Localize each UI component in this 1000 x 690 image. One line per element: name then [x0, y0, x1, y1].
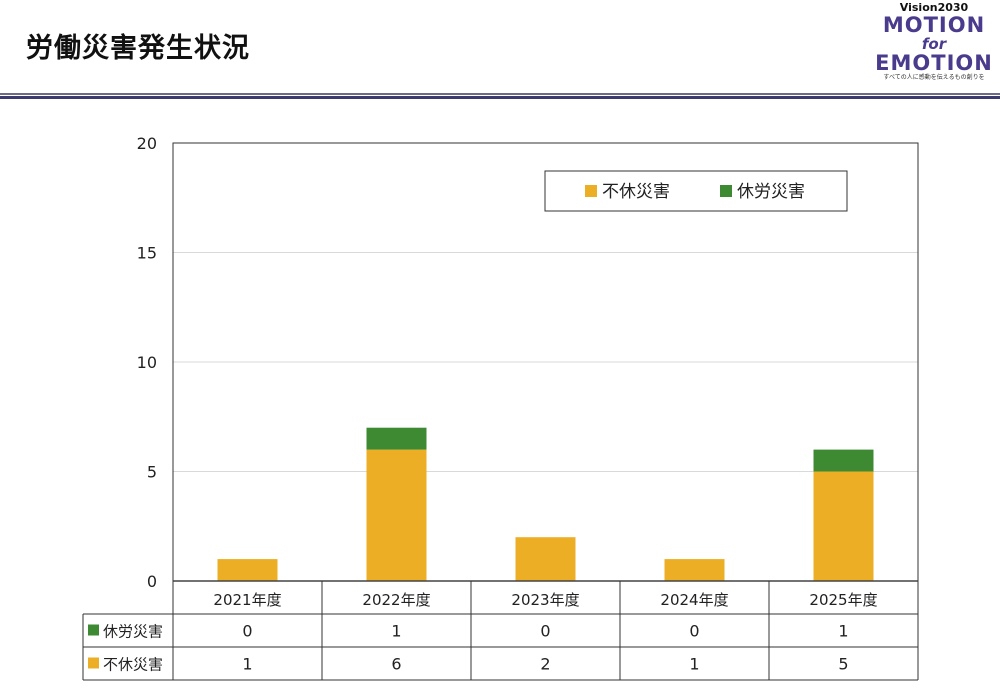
legend-swatch-1: [720, 185, 732, 197]
data-label: 1: [391, 622, 401, 641]
legend-label-1: 休労災害: [737, 182, 805, 202]
x-tick-label: 2022年度: [362, 591, 430, 609]
y-tick-label: 5: [147, 463, 157, 482]
data-label: 6: [391, 655, 401, 674]
bar-fukyu-2: [515, 537, 576, 581]
bar-fukyu-3: [664, 559, 725, 581]
data-label: 1: [689, 655, 699, 674]
logo-line-1: Vision2030: [899, 1, 969, 14]
bar-fukyu-0: [217, 559, 278, 581]
logo-line-3: for: [921, 35, 947, 53]
data-label: 1: [242, 655, 252, 674]
data-label: 0: [540, 622, 550, 641]
header-divider-thin: [0, 93, 1000, 95]
logo-line-4: EMOTION: [875, 51, 993, 75]
x-tick-label: 2021年度: [213, 591, 281, 609]
bar-kyuro-1: [366, 427, 427, 450]
data-label: 1: [838, 622, 848, 641]
legend-swatch-0: [585, 185, 597, 197]
data-label: 2: [540, 655, 550, 674]
x-tick-label: 2023年度: [511, 591, 579, 609]
y-tick-label: 0: [147, 572, 157, 591]
table-row-label: 休労災害: [103, 623, 163, 641]
table-swatch-1: [88, 657, 99, 669]
data-label: 5: [838, 655, 848, 674]
y-tick-label: 15: [137, 244, 157, 263]
x-tick-label: 2024年度: [660, 591, 728, 609]
table-row-label: 不休災害: [103, 656, 163, 674]
vision-logo: Vision2030 MOTION for EMOTION すべての人に感動を伝…: [872, 2, 996, 92]
page-title: 労働災害発生状況: [26, 33, 250, 64]
y-tick-label: 10: [137, 353, 157, 372]
data-label: 0: [242, 622, 252, 641]
y-tick-label: 20: [137, 134, 157, 153]
bar-fukyu-4: [813, 471, 874, 581]
header-divider-thick: [0, 96, 1000, 99]
data-label: 0: [689, 622, 699, 641]
bar-kyuro-4: [813, 449, 874, 472]
x-tick-label: 2025年度: [809, 591, 877, 609]
logo-line-2: MOTION: [882, 13, 986, 37]
bar-fukyu-1: [366, 449, 427, 581]
table-swatch-0: [88, 624, 99, 636]
logo-tagline: すべての人に感動を伝えるもの創りを: [883, 74, 985, 81]
legend-label-0: 不休災害: [602, 182, 670, 202]
